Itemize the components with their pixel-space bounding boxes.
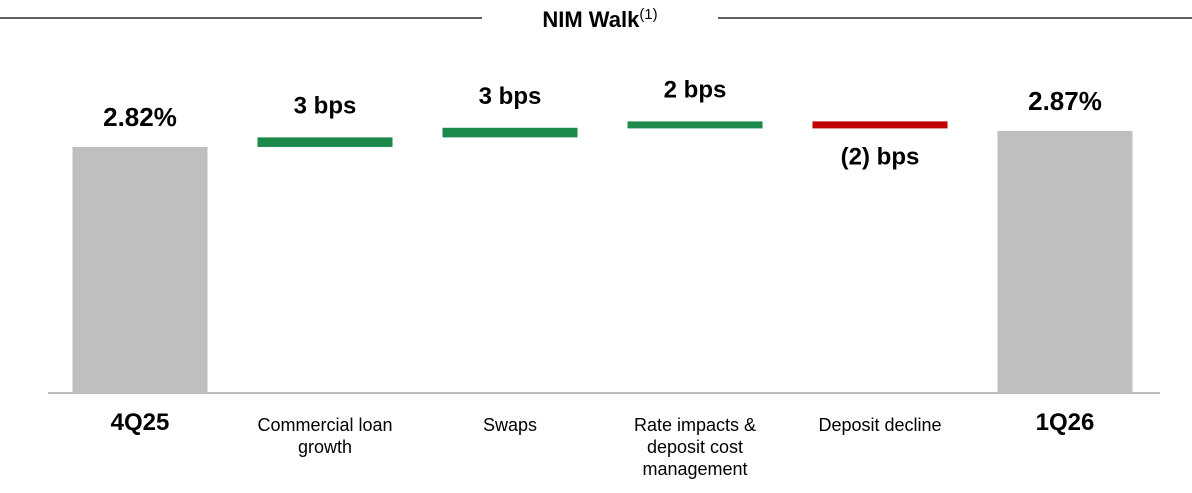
delta-bar	[627, 121, 763, 129]
value-label: 2.87%	[1028, 86, 1102, 116]
chart-title-group: NIM Walk(1)	[542, 6, 657, 32]
chart-title: NIM Walk	[542, 7, 640, 32]
delta-bar	[257, 137, 393, 147]
category-label: Commercial loan growth	[257, 415, 393, 457]
value-label: 2.82%	[103, 102, 177, 132]
total-bar	[72, 146, 208, 393]
title-note: (1)	[639, 6, 657, 23]
value-label: 2 bps	[664, 77, 727, 104]
value-label: 3 bps	[479, 83, 542, 110]
category-label: Rate impacts & deposit cost management	[633, 415, 757, 479]
category-label: Swaps	[482, 415, 538, 435]
category-label: Deposit decline	[818, 415, 942, 435]
value-label: 3 bps	[294, 93, 357, 120]
value-label: (2) bps	[841, 144, 920, 171]
delta-bar	[812, 121, 948, 129]
category-label: 4Q25	[110, 409, 170, 436]
delta-bar	[442, 127, 578, 138]
category-label: 1Q26	[1035, 409, 1095, 436]
total-bar	[997, 130, 1133, 393]
